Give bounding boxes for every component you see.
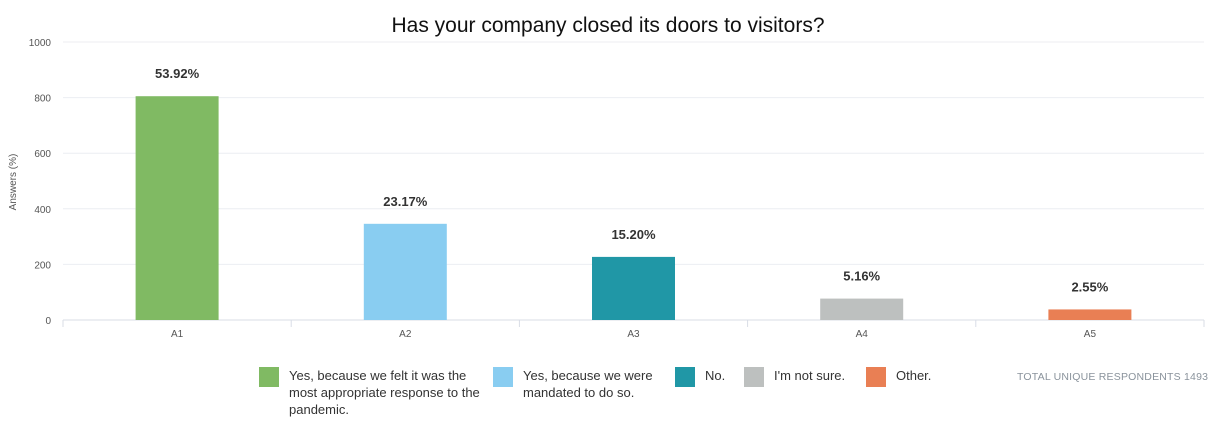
- legend-swatch: [866, 367, 886, 387]
- y-tick-label: 200: [34, 260, 51, 271]
- y-tick-label: 0: [45, 316, 51, 327]
- legend-swatch: [744, 367, 764, 387]
- legend-label: No.: [705, 368, 726, 383]
- legend-swatch: [259, 367, 279, 387]
- x-tick-label: A4: [856, 329, 869, 340]
- bar-A1: [135, 96, 219, 321]
- legend-item[interactable]: Yes, because we were mandated to do so.: [493, 367, 673, 401]
- legend-item[interactable]: Other.: [866, 367, 966, 387]
- bar-A2: [363, 223, 447, 320]
- data-label: 23.17%: [383, 194, 428, 209]
- x-tick-label: A1: [171, 329, 184, 340]
- legend-label: Yes, because we felt it was the most app…: [289, 368, 480, 417]
- legend-item[interactable]: I'm not sure.: [744, 367, 862, 387]
- data-label: 15.20%: [611, 227, 656, 242]
- legend-item[interactable]: No.: [675, 367, 741, 387]
- legend-item[interactable]: Yes, because we felt it was the most app…: [259, 367, 485, 418]
- x-tick-label: A3: [627, 329, 640, 340]
- legend-label: Other.: [896, 368, 932, 383]
- data-label: 2.55%: [1071, 279, 1108, 294]
- legend-label: I'm not sure.: [774, 368, 846, 383]
- plot-area: Answers (%) 0 200 400 600 800 1000 53.92% A1 23.…: [8, 38, 1205, 340]
- bar-A5: [1048, 309, 1132, 320]
- legend-swatch: [675, 367, 695, 387]
- y-tick-label: 1000: [29, 38, 52, 49]
- y-axis-label: Answers (%): [8, 154, 19, 211]
- y-tick-label: 600: [34, 149, 51, 160]
- data-label: 53.92%: [155, 66, 200, 81]
- data-label: 5.16%: [843, 269, 880, 284]
- bar-A4: [820, 298, 904, 320]
- x-tick-label: A2: [399, 329, 412, 340]
- x-tick-label: A5: [1084, 329, 1097, 340]
- legend-label: Yes, because we were mandated to do so.: [523, 368, 653, 400]
- y-tick-label: 800: [34, 94, 51, 105]
- bar-A3: [592, 256, 675, 320]
- legend: Yes, because we felt it was the most app…: [0, 367, 1000, 437]
- legend-swatch: [493, 367, 513, 387]
- y-tick-label: 400: [34, 205, 51, 216]
- total-respondents: TOTAL UNIQUE RESPONDENTS 1493: [1017, 371, 1209, 383]
- chart-title: Has your company closed its doors to vis…: [391, 14, 825, 37]
